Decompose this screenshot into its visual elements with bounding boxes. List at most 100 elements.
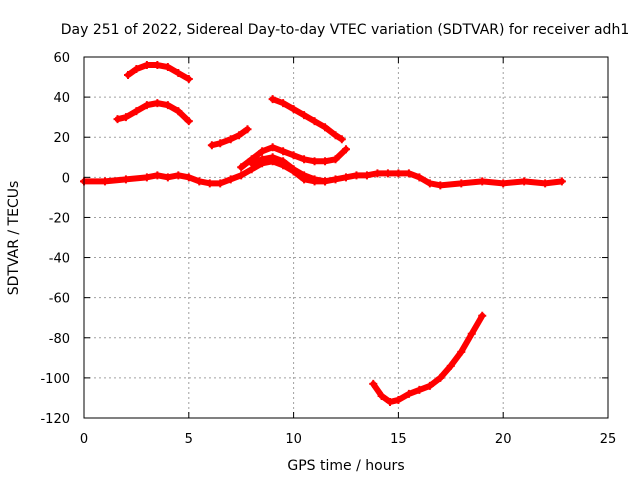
grid xyxy=(84,57,608,418)
data-point xyxy=(226,135,235,144)
data-point xyxy=(237,163,246,172)
data-point xyxy=(153,171,162,180)
y-tick-label: -20 xyxy=(49,211,70,226)
data-point xyxy=(457,179,466,188)
data-point xyxy=(132,65,141,74)
data-point xyxy=(153,99,162,108)
data-point xyxy=(310,175,319,184)
series-arc-deep-negative xyxy=(369,311,487,406)
data-point xyxy=(331,131,340,140)
x-tick-labels: 0 5 10 15 20 25 xyxy=(80,432,616,447)
data-point xyxy=(337,135,346,144)
chart-title: Day 251 of 2022, Sidereal Day-to-day VTE… xyxy=(61,22,629,38)
data-point xyxy=(174,69,183,78)
data-point xyxy=(300,111,309,120)
series-arc-top-high xyxy=(124,61,193,84)
data-point xyxy=(195,177,204,186)
data-point xyxy=(404,389,413,398)
data-point xyxy=(153,61,162,70)
data-point xyxy=(100,177,109,186)
y-tick-label: -120 xyxy=(40,412,70,427)
data-point xyxy=(394,169,403,178)
series-trace xyxy=(269,96,345,143)
data-point xyxy=(457,347,466,356)
x-tick-label: 15 xyxy=(390,432,407,447)
data-point xyxy=(132,107,141,116)
data-point xyxy=(557,177,566,186)
data-point xyxy=(121,175,130,184)
series-arc-descending xyxy=(268,95,346,144)
data-point xyxy=(310,117,319,126)
data-series xyxy=(80,61,566,406)
data-point xyxy=(279,157,288,166)
data-point xyxy=(404,169,413,178)
x-tick-label: 10 xyxy=(285,432,302,447)
data-point xyxy=(142,61,151,70)
data-point xyxy=(520,177,529,186)
x-tick-label: 20 xyxy=(495,432,512,447)
data-point xyxy=(478,311,487,320)
y-tick-label: 20 xyxy=(53,131,70,146)
series-hump-upper xyxy=(237,143,350,172)
data-point xyxy=(205,179,214,188)
x-tick-label: 0 xyxy=(80,432,88,447)
data-point xyxy=(394,395,403,404)
data-point xyxy=(124,71,133,80)
data-point xyxy=(268,95,277,104)
y-tick-label: -40 xyxy=(49,252,70,267)
data-point xyxy=(243,125,252,134)
data-point xyxy=(174,171,183,180)
y-tick-label: 0 xyxy=(62,171,70,186)
data-point xyxy=(258,155,267,164)
series-hump-lower xyxy=(247,153,330,186)
data-point xyxy=(369,379,378,388)
data-point xyxy=(415,385,424,394)
data-point xyxy=(174,107,183,116)
x-tick-label: 5 xyxy=(185,432,193,447)
data-point xyxy=(258,147,267,156)
axis-ticks xyxy=(83,56,609,419)
data-point xyxy=(226,175,235,184)
y-tick-label: 40 xyxy=(53,91,70,106)
x-tick-label: 25 xyxy=(600,432,617,447)
data-point xyxy=(142,173,151,182)
data-point xyxy=(216,179,225,188)
data-point xyxy=(342,145,350,154)
data-point xyxy=(446,361,455,370)
data-point xyxy=(207,141,216,150)
data-point xyxy=(467,329,476,338)
data-point xyxy=(237,171,246,180)
y-tick-label: -60 xyxy=(49,292,70,307)
data-point xyxy=(300,171,309,180)
data-point xyxy=(300,155,309,164)
data-point xyxy=(310,157,319,166)
plot-frame xyxy=(83,56,609,419)
data-point xyxy=(184,117,193,126)
data-point xyxy=(235,131,244,140)
data-point xyxy=(163,173,172,182)
data-point xyxy=(478,177,487,186)
data-point xyxy=(331,155,340,164)
data-point xyxy=(331,175,340,184)
y-tick-label: -100 xyxy=(40,372,70,387)
data-point xyxy=(499,179,508,188)
data-point xyxy=(321,177,330,186)
data-point xyxy=(436,181,445,190)
data-point xyxy=(342,173,350,182)
data-point xyxy=(425,179,434,188)
data-point xyxy=(279,147,288,156)
data-point xyxy=(377,391,386,400)
data-point xyxy=(121,113,130,122)
data-point xyxy=(289,105,298,114)
y-tick-labels: -120 -100 -80 -60 -40 -20 0 20 40 60 xyxy=(40,51,70,427)
data-point xyxy=(415,173,424,182)
data-point xyxy=(268,153,277,162)
data-point xyxy=(352,171,361,180)
data-point xyxy=(247,159,256,168)
series-arc-short-rise xyxy=(207,125,252,150)
data-point xyxy=(163,63,172,72)
data-point xyxy=(268,143,277,152)
data-point xyxy=(279,99,288,108)
data-point xyxy=(425,381,434,390)
